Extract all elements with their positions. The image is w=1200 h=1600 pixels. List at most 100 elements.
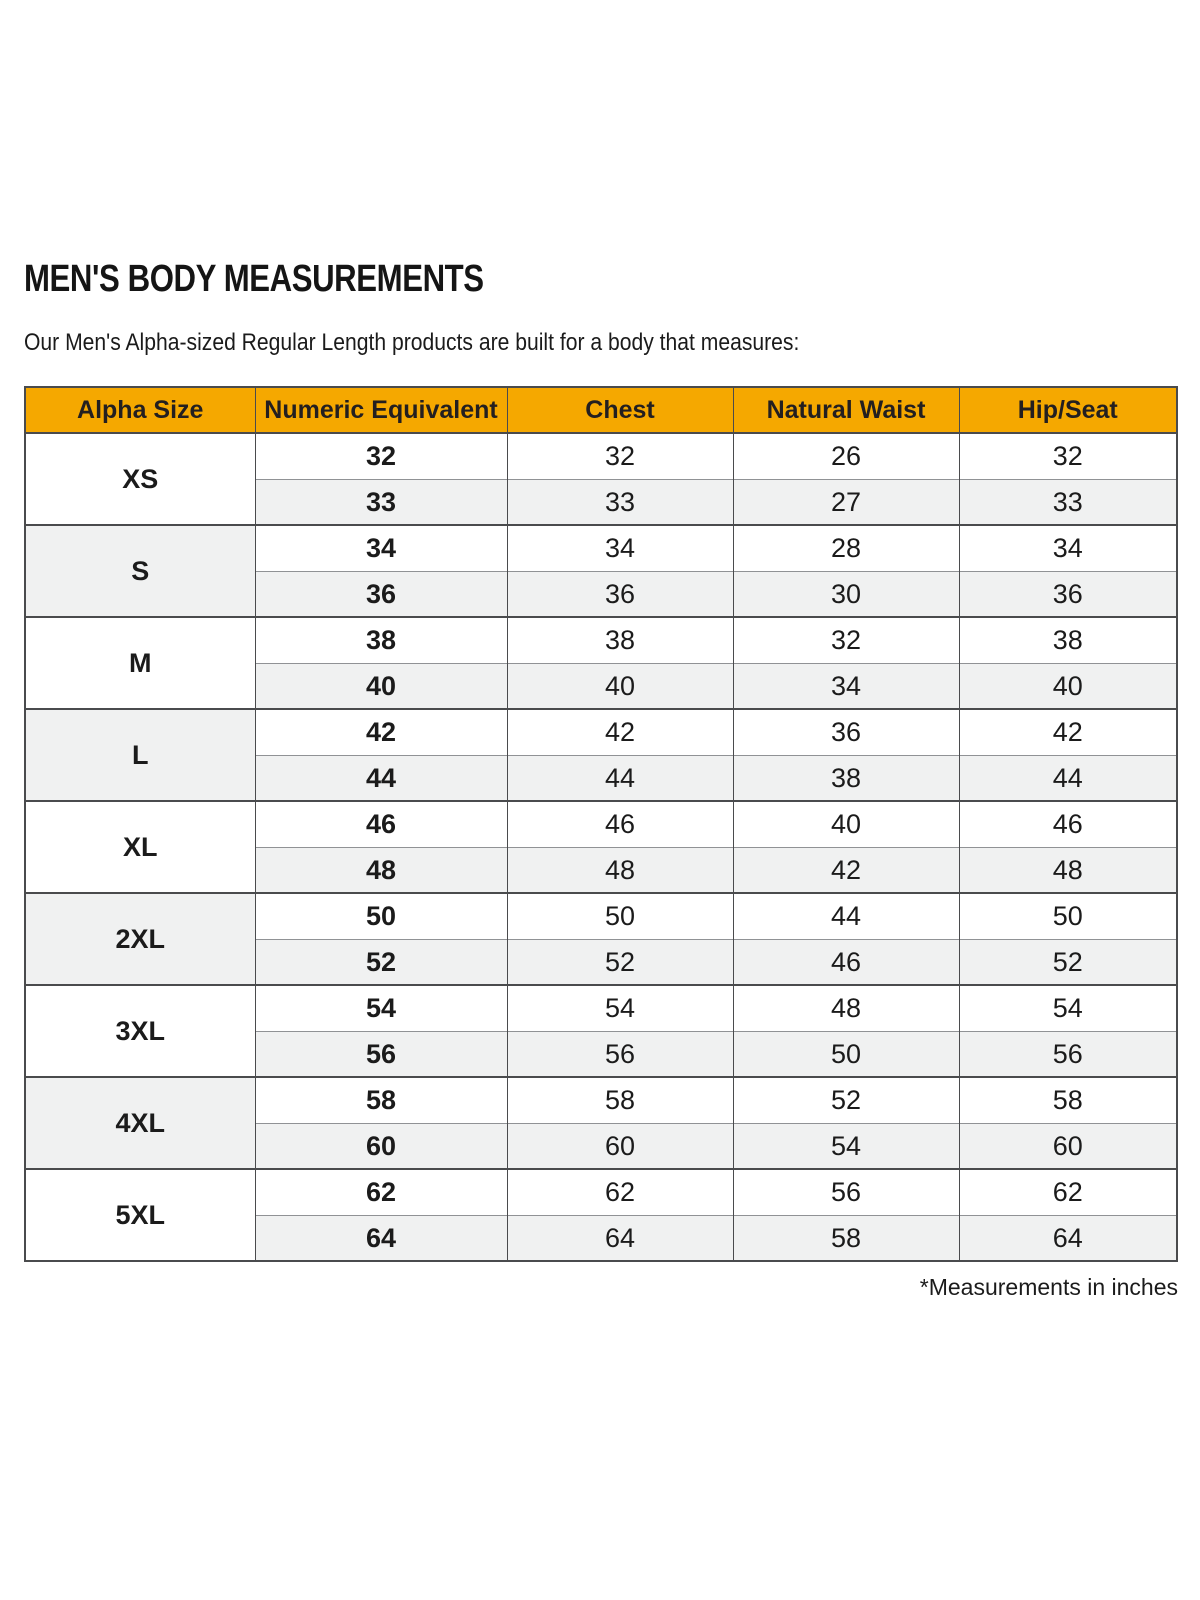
hip-seat-cell: 36 bbox=[958, 570, 1177, 618]
chest-cell: 64 bbox=[506, 1214, 733, 1262]
chest-cell: 48 bbox=[506, 846, 733, 894]
numeric-equivalent-cell: 40 bbox=[254, 662, 507, 710]
chest-cell: 32 bbox=[506, 433, 733, 480]
hip-seat-cell: 48 bbox=[958, 846, 1177, 894]
size-row: 40 40 34 40 bbox=[25, 662, 1177, 710]
natural-waist-cell: 30 bbox=[732, 570, 959, 618]
size-row: 44 44 38 44 bbox=[25, 754, 1177, 802]
numeric-equivalent-cell: 46 bbox=[254, 800, 507, 848]
hip-seat-cell: 60 bbox=[958, 1122, 1177, 1170]
column-header-natural-waist: Natural Waist bbox=[732, 387, 959, 435]
natural-waist-cell: 44 bbox=[732, 892, 959, 940]
hip-seat-cell: 32 bbox=[958, 433, 1177, 480]
hip-seat-cell: 40 bbox=[958, 662, 1177, 710]
size-guide-content: MEN'S BODY MEASUREMENTS Our Men's Alpha-… bbox=[24, 258, 1178, 1301]
alpha-size-cell: S bbox=[24, 524, 255, 618]
column-header-alpha-size: Alpha Size bbox=[24, 387, 255, 435]
hip-seat-cell: 58 bbox=[958, 1076, 1177, 1124]
hip-seat-cell: 38 bbox=[958, 616, 1177, 664]
natural-waist-cell: 42 bbox=[732, 846, 959, 894]
numeric-equivalent-cell: 54 bbox=[254, 984, 507, 1032]
hip-seat-cell: 34 bbox=[958, 524, 1177, 572]
numeric-equivalent-cell: 62 bbox=[254, 1168, 507, 1216]
chest-cell: 46 bbox=[506, 800, 733, 848]
size-row: S 34 34 28 34 bbox=[24, 524, 1177, 618]
chest-cell: 54 bbox=[506, 984, 733, 1032]
size-row: 33 33 27 33 bbox=[25, 478, 1177, 526]
natural-waist-cell: 40 bbox=[732, 800, 959, 848]
chest-cell: 58 bbox=[506, 1076, 733, 1124]
size-row: XL 46 46 40 46 bbox=[24, 800, 1177, 894]
natural-waist-cell: 58 bbox=[732, 1214, 959, 1262]
size-chart-header: Alpha Size Numeric Equivalent Chest Natu… bbox=[24, 387, 1177, 435]
chest-cell: 52 bbox=[506, 938, 733, 986]
hip-seat-cell: 42 bbox=[958, 708, 1177, 756]
natural-waist-cell: 50 bbox=[732, 1030, 959, 1078]
size-row: 2XL 50 50 44 50 bbox=[24, 892, 1177, 986]
size-row: 4XL 58 58 52 58 bbox=[24, 1076, 1177, 1170]
alpha-size-cell: 5XL bbox=[24, 1168, 255, 1262]
size-row: M 38 38 32 38 bbox=[24, 616, 1177, 710]
chest-cell: 42 bbox=[506, 708, 733, 756]
natural-waist-cell: 52 bbox=[732, 1076, 959, 1124]
chest-cell: 38 bbox=[506, 616, 733, 664]
alpha-size-cell: L bbox=[24, 708, 255, 802]
size-row: 36 36 30 36 bbox=[25, 570, 1177, 618]
natural-waist-cell: 27 bbox=[732, 478, 959, 526]
numeric-equivalent-cell: 64 bbox=[254, 1214, 507, 1262]
numeric-equivalent-cell: 58 bbox=[254, 1076, 507, 1124]
chest-cell: 62 bbox=[506, 1168, 733, 1216]
size-row: 56 56 50 56 bbox=[25, 1030, 1177, 1078]
hip-seat-cell: 33 bbox=[958, 478, 1177, 526]
numeric-equivalent-cell: 34 bbox=[254, 524, 507, 572]
chest-cell: 34 bbox=[506, 524, 733, 572]
page-title: MEN'S BODY MEASUREMENTS bbox=[24, 258, 484, 300]
numeric-equivalent-cell: 50 bbox=[254, 892, 507, 940]
hip-seat-cell: 44 bbox=[958, 754, 1177, 802]
column-header-numeric-equivalent: Numeric Equivalent bbox=[254, 387, 507, 435]
chest-cell: 44 bbox=[506, 754, 733, 802]
size-row: 5XL 62 62 56 62 bbox=[24, 1168, 1177, 1262]
alpha-size-cell: XL bbox=[24, 800, 255, 894]
column-header-hip-seat: Hip/Seat bbox=[958, 387, 1177, 435]
numeric-equivalent-cell: 36 bbox=[254, 570, 507, 618]
measurements-footnote: *Measurements in inches bbox=[919, 1274, 1178, 1301]
size-row: XS 32 32 26 32 bbox=[24, 433, 1177, 526]
numeric-equivalent-cell: 32 bbox=[254, 433, 507, 480]
size-chart-table: Alpha Size Numeric Equivalent Chest Natu… bbox=[24, 386, 1178, 1263]
natural-waist-cell: 38 bbox=[732, 754, 959, 802]
natural-waist-cell: 48 bbox=[732, 984, 959, 1032]
alpha-size-cell: XS bbox=[24, 433, 255, 526]
numeric-equivalent-cell: 33 bbox=[254, 478, 507, 526]
alpha-size-cell: M bbox=[24, 616, 255, 710]
numeric-equivalent-cell: 48 bbox=[254, 846, 507, 894]
hip-seat-cell: 56 bbox=[958, 1030, 1177, 1078]
size-row: L 42 42 36 42 bbox=[24, 708, 1177, 802]
chest-cell: 56 bbox=[506, 1030, 733, 1078]
size-row: 48 48 42 48 bbox=[25, 846, 1177, 894]
size-row: 52 52 46 52 bbox=[25, 938, 1177, 986]
hip-seat-cell: 64 bbox=[958, 1214, 1177, 1262]
size-row: 64 64 58 64 bbox=[25, 1214, 1177, 1262]
hip-seat-cell: 54 bbox=[958, 984, 1177, 1032]
chest-cell: 60 bbox=[506, 1122, 733, 1170]
hip-seat-cell: 46 bbox=[958, 800, 1177, 848]
natural-waist-cell: 28 bbox=[732, 524, 959, 572]
numeric-equivalent-cell: 52 bbox=[254, 938, 507, 986]
size-chart-body: XS 32 32 26 32 33 33 27 33 S 34 34 28 34 36 36 30 36 M 38 38… bbox=[24, 433, 1177, 1262]
size-row: 3XL 54 54 48 54 bbox=[24, 984, 1177, 1078]
natural-waist-cell: 54 bbox=[732, 1122, 959, 1170]
numeric-equivalent-cell: 56 bbox=[254, 1030, 507, 1078]
natural-waist-cell: 36 bbox=[732, 708, 959, 756]
column-header-chest: Chest bbox=[506, 387, 733, 435]
header-row: Alpha Size Numeric Equivalent Chest Natu… bbox=[24, 387, 1177, 435]
natural-waist-cell: 26 bbox=[732, 433, 959, 480]
hip-seat-cell: 50 bbox=[958, 892, 1177, 940]
chest-cell: 50 bbox=[506, 892, 733, 940]
natural-waist-cell: 32 bbox=[732, 616, 959, 664]
numeric-equivalent-cell: 42 bbox=[254, 708, 507, 756]
hip-seat-cell: 62 bbox=[958, 1168, 1177, 1216]
size-row: 60 60 54 60 bbox=[25, 1122, 1177, 1170]
numeric-equivalent-cell: 60 bbox=[254, 1122, 507, 1170]
